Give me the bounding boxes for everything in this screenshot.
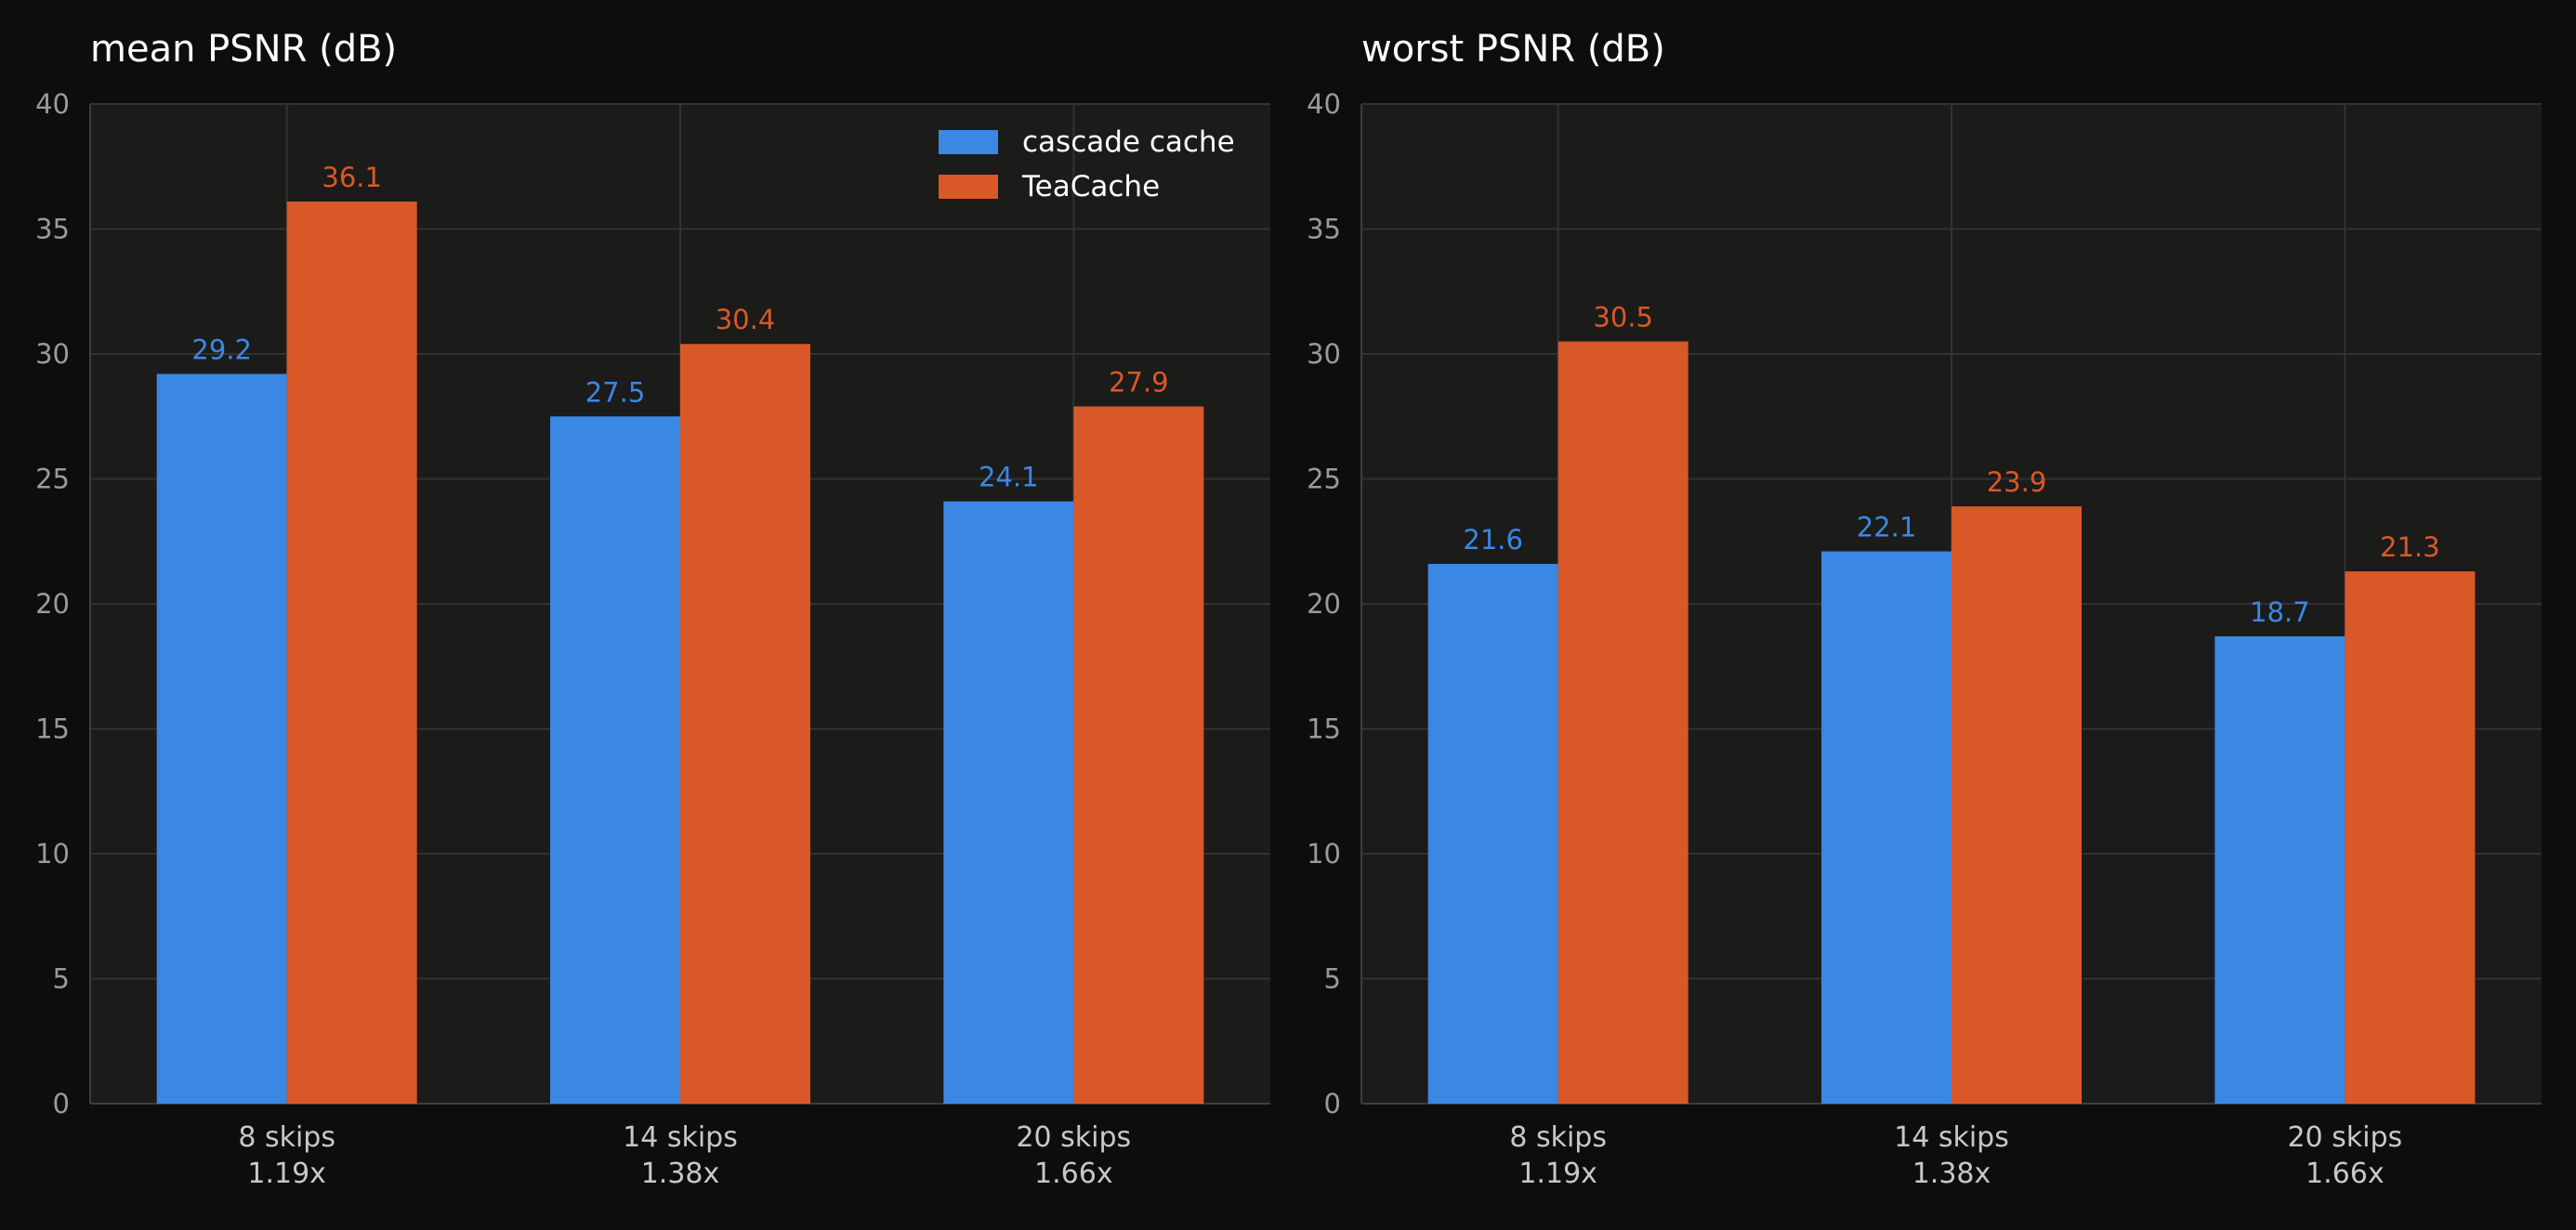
panel-2-y-tick-label: 10 [1307, 838, 1341, 870]
panel-1-y-tick-label: 0 [53, 1088, 70, 1119]
panel-2-bar-teacache [2345, 571, 2476, 1104]
panel-1-bar-value-label: 24.1 [979, 462, 1039, 493]
panel-1-bar-cascade-cache [156, 373, 287, 1104]
panel-1-bar-value-label: 29.2 [191, 334, 252, 366]
panel-2-bar-teacache [1557, 341, 1689, 1104]
panel-1-y-tick-label: 10 [35, 838, 70, 870]
panel-1-bar-teacache [286, 201, 417, 1104]
panel-2-y-tick-label: 20 [1307, 588, 1341, 620]
panel-1-bar-cascade-cache [943, 501, 1074, 1104]
panel-1-x-tick-label: 1.38x [641, 1158, 720, 1190]
panel-2-bar-cascade-cache [1821, 551, 1952, 1104]
panel-1-y-tick-label: 25 [35, 464, 70, 495]
panel-2-bar-value-label: 21.3 [2380, 531, 2440, 563]
panel-1-bar-value-label: 30.4 [716, 304, 776, 335]
panel-2-y-tick-label: 35 [1307, 214, 1341, 245]
panel-1-x-tick-label: 1.66x [1034, 1158, 1113, 1190]
panel-2-bar-value-label: 21.6 [1463, 524, 1523, 556]
panel-2-bar-value-label: 30.5 [1593, 302, 1653, 334]
panel-1-bar-value-label: 36.1 [322, 162, 382, 193]
panel-1-x-tick-label: 1.19x [247, 1158, 326, 1190]
panel-1-x-tick-label: 20 skips [1016, 1121, 1131, 1154]
panel-2-y-tick-label: 5 [1324, 963, 1341, 995]
panel-1-legend-swatch [939, 130, 998, 154]
panel-1-y-tick-label: 35 [35, 214, 70, 245]
panel-2-x-tick-label: 14 skips [1894, 1121, 2009, 1154]
panel-2-bar-value-label: 18.7 [2250, 596, 2310, 628]
panel-2-y-tick-label: 30 [1307, 338, 1341, 370]
panel-2-y-tick-label: 40 [1307, 88, 1341, 120]
panel-2-x-tick-label: 8 skips [1509, 1121, 1607, 1154]
panel-2-bar-value-label: 22.1 [1857, 512, 1917, 543]
panel-1-x-tick-label: 8 skips [238, 1121, 335, 1154]
panel-2-bar-teacache [1952, 506, 2082, 1104]
panel-1-title: mean PSNR (dB) [90, 28, 397, 71]
panel-1-y-tick-label: 40 [35, 88, 70, 120]
panel-2-bar-cascade-cache [2215, 635, 2346, 1104]
panel-1-y-tick-label: 15 [35, 713, 70, 745]
panel-1-bar-cascade-cache [550, 416, 680, 1104]
panel-1-y-tick-label: 5 [53, 963, 70, 995]
panel-1-legend-label: TeaCache [1021, 170, 1160, 203]
panel-2-y-tick-label: 15 [1307, 713, 1341, 745]
panel-1-x-tick-label: 14 skips [623, 1121, 738, 1154]
panel-2-y-tick-label: 0 [1324, 1088, 1341, 1119]
panel-2-title: worst PSNR (dB) [1361, 28, 1665, 71]
panel-1-y-tick-label: 20 [35, 588, 70, 620]
panel-1-bar-value-label: 27.5 [585, 376, 646, 408]
panel-1-bar-teacache [680, 344, 810, 1104]
panel-1-bar-value-label: 27.9 [1109, 366, 1169, 398]
panel-2-x-tick-label: 1.66x [2306, 1158, 2385, 1190]
panel-2-bar-value-label: 23.9 [1987, 466, 2047, 498]
panel-1-y-tick-label: 30 [35, 338, 70, 370]
panel-1-bar-teacache [1073, 406, 1204, 1104]
panel-2-bar-cascade-cache [1427, 563, 1558, 1104]
panel-2-x-tick-label: 20 skips [2287, 1121, 2402, 1154]
panel-2-y-tick-label: 25 [1307, 464, 1341, 495]
panel-2-x-tick-label: 1.19x [1518, 1158, 1597, 1190]
panel-1-legend-label: cascade cache [1022, 125, 1235, 159]
panel-1-legend-swatch [939, 175, 998, 199]
panel-2-x-tick-label: 1.38x [1912, 1158, 1991, 1190]
